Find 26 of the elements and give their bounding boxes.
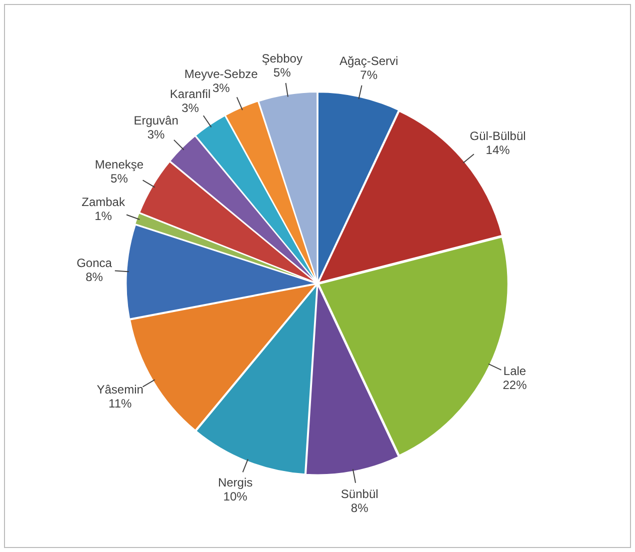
slice-label: Meyve-Sebze [184, 66, 258, 81]
slice-label: Gül-Bülbül [470, 128, 526, 143]
data-label: 11% [108, 396, 132, 410]
slice-label: Yâsemin [96, 382, 144, 396]
slice-label: Sünbül [340, 486, 378, 501]
data-label: 22% [502, 378, 528, 392]
data-label: 7% [360, 68, 378, 82]
slice-label: Karanfil [170, 87, 211, 102]
data-label: 5% [273, 66, 292, 80]
data-label: 1% [94, 208, 112, 223]
data-label: 3% [212, 80, 230, 95]
slice-label: Menekşe [94, 157, 144, 172]
data-label: 14% [486, 142, 510, 157]
slice-label: Lale [503, 364, 526, 378]
data-label: 8% [86, 270, 104, 284]
slice-label: Erguvân [134, 114, 178, 128]
slice-label: Gonca [76, 256, 112, 270]
data-label: 3% [147, 128, 166, 142]
data-label: 3% [182, 101, 200, 116]
slice-label: Şebboy [262, 52, 302, 66]
slice-label: Ağaç-Servi [339, 54, 398, 68]
slice-label: Zambak [82, 194, 126, 209]
data-label: 5% [110, 171, 128, 186]
data-label: 8% [350, 500, 369, 515]
slice-label: Nergis [218, 475, 253, 490]
data-label: 10% [223, 489, 248, 504]
